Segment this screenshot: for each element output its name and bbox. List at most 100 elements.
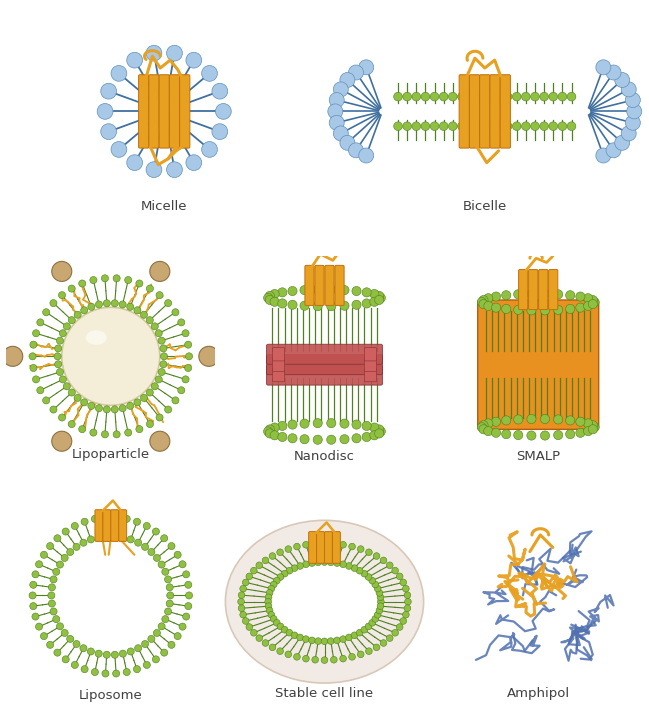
Circle shape: [242, 579, 249, 585]
Circle shape: [352, 286, 361, 296]
Circle shape: [467, 122, 476, 131]
Circle shape: [315, 638, 321, 645]
Circle shape: [351, 565, 358, 572]
FancyBboxPatch shape: [267, 355, 382, 375]
Circle shape: [186, 592, 193, 599]
Circle shape: [113, 275, 120, 282]
Circle shape: [513, 430, 523, 440]
Circle shape: [30, 364, 37, 371]
Circle shape: [362, 299, 371, 308]
FancyBboxPatch shape: [111, 510, 119, 541]
Circle shape: [549, 92, 557, 101]
Circle shape: [361, 570, 368, 577]
Circle shape: [136, 280, 143, 287]
Circle shape: [541, 306, 550, 315]
Circle shape: [174, 632, 181, 640]
Circle shape: [150, 262, 170, 281]
Circle shape: [111, 406, 118, 413]
Circle shape: [404, 592, 411, 598]
Circle shape: [50, 608, 57, 615]
Circle shape: [167, 592, 174, 599]
Circle shape: [365, 648, 373, 655]
Circle shape: [56, 368, 64, 376]
Circle shape: [182, 329, 189, 337]
Circle shape: [491, 417, 500, 426]
Circle shape: [59, 376, 66, 383]
Circle shape: [52, 262, 72, 281]
Circle shape: [558, 92, 567, 101]
FancyBboxPatch shape: [548, 270, 557, 309]
Circle shape: [558, 122, 567, 131]
Circle shape: [276, 648, 284, 655]
Text: Micelle: Micelle: [141, 200, 188, 213]
Circle shape: [334, 559, 340, 567]
Circle shape: [513, 290, 523, 299]
Circle shape: [502, 416, 511, 425]
Circle shape: [266, 590, 273, 596]
Circle shape: [588, 420, 598, 430]
Circle shape: [240, 611, 247, 618]
Circle shape: [165, 299, 172, 306]
Circle shape: [334, 126, 349, 141]
Circle shape: [349, 143, 363, 158]
FancyBboxPatch shape: [469, 75, 480, 148]
Circle shape: [615, 73, 630, 87]
Circle shape: [386, 634, 393, 642]
Circle shape: [153, 528, 160, 535]
Circle shape: [166, 584, 173, 591]
Circle shape: [178, 386, 185, 394]
Circle shape: [113, 430, 120, 438]
Circle shape: [313, 419, 323, 428]
Circle shape: [288, 300, 297, 309]
Circle shape: [53, 568, 60, 575]
Circle shape: [340, 301, 349, 310]
Circle shape: [359, 148, 374, 163]
Circle shape: [134, 399, 141, 406]
Circle shape: [88, 648, 95, 655]
Circle shape: [79, 425, 86, 433]
Circle shape: [362, 421, 371, 430]
Circle shape: [621, 126, 636, 141]
Circle shape: [265, 603, 272, 609]
Circle shape: [302, 636, 309, 642]
Circle shape: [626, 115, 641, 131]
Circle shape: [178, 319, 185, 326]
Circle shape: [376, 590, 383, 596]
Circle shape: [251, 629, 257, 636]
Circle shape: [186, 155, 202, 171]
Circle shape: [71, 661, 79, 668]
Circle shape: [32, 571, 39, 578]
Circle shape: [134, 539, 141, 547]
Circle shape: [397, 624, 403, 630]
Circle shape: [281, 627, 288, 633]
Circle shape: [62, 656, 69, 663]
Circle shape: [288, 420, 297, 429]
Circle shape: [123, 668, 130, 676]
Circle shape: [270, 430, 279, 440]
Circle shape: [148, 549, 155, 556]
Circle shape: [340, 286, 349, 295]
FancyBboxPatch shape: [364, 348, 376, 361]
Circle shape: [134, 665, 141, 673]
Circle shape: [590, 298, 599, 306]
Circle shape: [54, 649, 61, 656]
FancyBboxPatch shape: [519, 270, 528, 309]
Circle shape: [184, 364, 191, 371]
Circle shape: [340, 435, 349, 444]
Circle shape: [365, 623, 372, 629]
Circle shape: [80, 306, 88, 314]
Circle shape: [156, 291, 163, 298]
Circle shape: [125, 429, 132, 436]
Circle shape: [349, 65, 363, 80]
Text: Nanodisc: Nanodisc: [294, 450, 355, 463]
Circle shape: [479, 296, 488, 305]
Circle shape: [153, 554, 160, 562]
Circle shape: [56, 623, 64, 630]
Circle shape: [134, 518, 141, 526]
Circle shape: [265, 296, 275, 304]
Circle shape: [182, 613, 190, 620]
Circle shape: [370, 430, 379, 440]
Circle shape: [313, 285, 323, 294]
Circle shape: [491, 303, 500, 312]
Circle shape: [271, 616, 277, 622]
